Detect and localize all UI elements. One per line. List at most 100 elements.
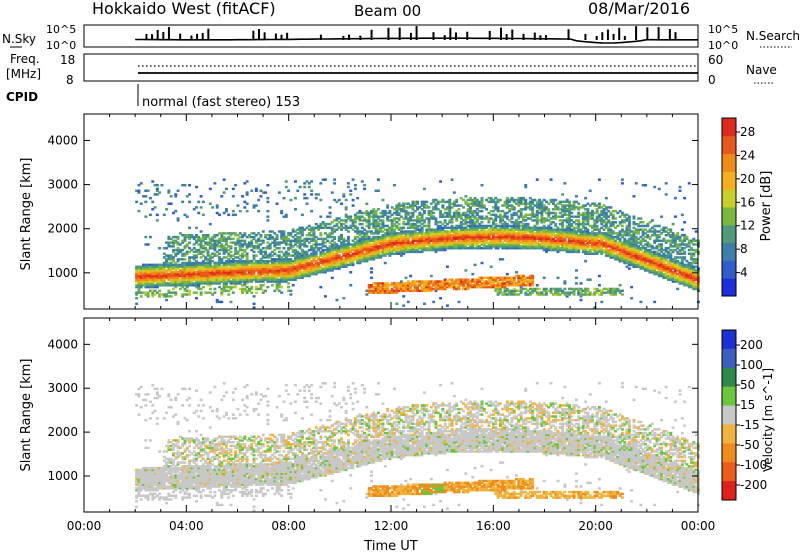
- power-cell: [139, 271, 143, 274]
- power-cell: [353, 224, 357, 228]
- power-cell: [291, 245, 295, 248]
- power-cell: [388, 209, 392, 213]
- power-cell: [409, 284, 413, 287]
- power-cell: [411, 224, 415, 228]
- power-cell: [457, 234, 461, 237]
- power-cell: [261, 230, 265, 233]
- power-cell: [330, 269, 334, 272]
- power-cell: [482, 226, 486, 230]
- power-cell: [319, 226, 323, 230]
- power-cell: [264, 235, 268, 239]
- power-cell: [455, 241, 459, 244]
- power-cell: [277, 263, 281, 267]
- power-cell: [181, 267, 185, 270]
- power-cell: [418, 280, 422, 283]
- power-cell: [482, 228, 486, 231]
- power-cell: [151, 280, 155, 283]
- power-cell: [418, 230, 422, 233]
- power-cell: [393, 235, 396, 239]
- power-cell: [510, 293, 514, 296]
- power-cell: [277, 265, 281, 268]
- power-cell: [436, 235, 440, 239]
- power-cell: [137, 287, 141, 291]
- power-cell: [330, 243, 334, 246]
- power-cell: [275, 280, 279, 283]
- power-cell: [393, 237, 396, 241]
- power-cell: [494, 202, 498, 205]
- power-cell: [296, 245, 300, 248]
- power-cell: [340, 226, 343, 230]
- power-cell: [370, 291, 373, 294]
- power-cell: [243, 274, 247, 278]
- power-cell: [204, 269, 208, 272]
- power-cell: [195, 234, 198, 237]
- power-cell: [303, 265, 307, 268]
- power-cell: [439, 280, 442, 283]
- power-cell: [169, 263, 173, 267]
- power-cell: [462, 232, 466, 235]
- power-cell: [505, 243, 509, 246]
- power-cell: [489, 213, 493, 217]
- power-cell: [307, 274, 311, 278]
- power-cell: [261, 291, 265, 294]
- power-cell: [351, 228, 355, 231]
- power-cell: [418, 232, 422, 235]
- power-cell: [556, 276, 560, 280]
- power-cell: [416, 243, 419, 246]
- power-cell: [220, 234, 224, 237]
- power-cell: [162, 265, 166, 268]
- power-cell: [443, 280, 447, 283]
- power-cell: [238, 276, 242, 280]
- power-cell: [351, 224, 355, 228]
- power-cell: [167, 276, 171, 280]
- power-cell: [358, 252, 362, 255]
- power-cell: [418, 206, 422, 209]
- power-cell: [399, 232, 403, 235]
- power-cell: [192, 269, 196, 272]
- power-cell: [165, 258, 169, 261]
- power-cell: [185, 276, 189, 280]
- power-cell: [554, 222, 558, 226]
- power-cell: [374, 239, 378, 243]
- power-cell: [183, 287, 187, 291]
- power-cell: [247, 272, 251, 276]
- power-cell: [395, 226, 399, 230]
- power-cell: [383, 241, 387, 244]
- power-cell: [300, 239, 304, 243]
- power-cell: [259, 274, 263, 278]
- power-cell: [277, 259, 281, 263]
- power-cell: [296, 239, 300, 243]
- power-cell: [436, 226, 440, 230]
- power-cell: [492, 206, 495, 209]
- power-cell: [452, 241, 456, 244]
- power-cell: [494, 239, 498, 243]
- power-cell: [155, 272, 159, 276]
- power-cell: [254, 254, 258, 257]
- power-cell: [489, 234, 493, 237]
- power-cell: [208, 237, 212, 241]
- power-cell: [330, 263, 334, 267]
- power-cell: [448, 209, 452, 213]
- power-cell: [238, 259, 242, 263]
- power-cell: [432, 232, 436, 235]
- power-cell: [538, 287, 542, 291]
- power-cell: [563, 280, 567, 283]
- power-cell: [344, 198, 348, 202]
- power-cell: [241, 234, 244, 237]
- power-cell: [174, 241, 178, 244]
- power-cell: [492, 200, 495, 204]
- power-cell: [227, 213, 231, 217]
- power-cell: [379, 256, 383, 259]
- power-cell: [280, 237, 284, 241]
- power-cell: [303, 250, 307, 254]
- power-cell: [312, 252, 316, 255]
- power-cell: [135, 272, 139, 276]
- power-cell: [386, 211, 390, 215]
- power-cell: [363, 211, 367, 215]
- power-cell: [356, 215, 360, 218]
- power-cell: [245, 272, 249, 276]
- power-cell: [268, 237, 272, 241]
- power-cell: [328, 263, 332, 267]
- power-cell: [344, 265, 348, 268]
- power-cell: [459, 234, 463, 237]
